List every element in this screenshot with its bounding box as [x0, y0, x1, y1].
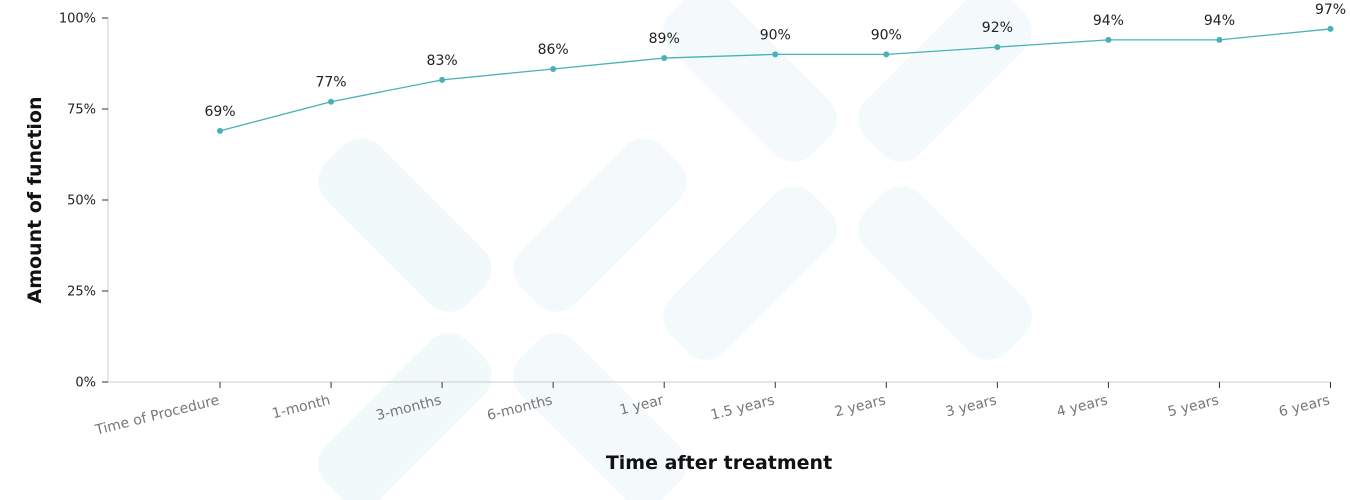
x-tick-label: Time of Procedure [93, 392, 221, 438]
data-label: 86% [538, 42, 569, 58]
data-point [1105, 36, 1112, 43]
watermark-bar [663, 186, 837, 360]
data-point [550, 65, 557, 72]
data-label: 77% [315, 75, 346, 91]
axes: 0% 25% 50% 75% 100% Time of Procedure 1-month 3… [59, 12, 1332, 439]
data-point [439, 76, 446, 83]
data-label: 69% [204, 104, 235, 120]
watermark-bar [513, 138, 687, 312]
x-tick-label: 2 years [833, 392, 887, 420]
x-tick-label: 4 years [1055, 392, 1109, 420]
data-point [661, 55, 668, 62]
x-axis-title: Time after treatment [606, 452, 832, 474]
data-point [883, 51, 890, 58]
x-tick-label: 6-months [486, 392, 555, 424]
data-label: 97% [1315, 2, 1346, 18]
y-tick-label: 0% [75, 376, 96, 391]
watermark-logo [318, 0, 1032, 500]
data-point [772, 51, 779, 58]
watermark-bar [318, 333, 492, 500]
watermark-bar [513, 333, 687, 500]
y-tick-label: 100% [59, 12, 96, 27]
data-label: 90% [871, 27, 902, 43]
watermark-bar [858, 186, 1032, 360]
data-point [1216, 36, 1223, 43]
data-label: 90% [760, 27, 791, 43]
watermark-bar [858, 0, 1032, 162]
watermark-bar [318, 138, 492, 312]
data-label: 89% [649, 31, 680, 47]
data-point [328, 98, 335, 105]
data-label: 94% [1093, 13, 1124, 29]
y-tick-label: 50% [67, 194, 96, 209]
data-label: 94% [1204, 13, 1235, 29]
x-tick-label: 5 years [1166, 392, 1220, 420]
data-label: 83% [427, 53, 458, 69]
x-tick-label: 1.5 years [709, 392, 776, 423]
data-label: 92% [982, 20, 1013, 36]
x-tick-label: 3 years [944, 392, 998, 420]
x-tick-label: 6 years [1277, 392, 1331, 420]
y-tick-label: 75% [67, 103, 96, 118]
data-point [1327, 25, 1334, 32]
data-point [217, 127, 223, 134]
y-tick-label: 25% [67, 285, 96, 300]
chart-marks: 69% 77% 83% 86% 89% 90% 90% 92% 94% 94% 97% [204, 2, 1346, 134]
watermark-bar [663, 0, 837, 162]
data-point [994, 44, 1001, 51]
x-tick-label: 1-month [271, 392, 333, 422]
y-axis-title: Amount of function [24, 97, 46, 304]
